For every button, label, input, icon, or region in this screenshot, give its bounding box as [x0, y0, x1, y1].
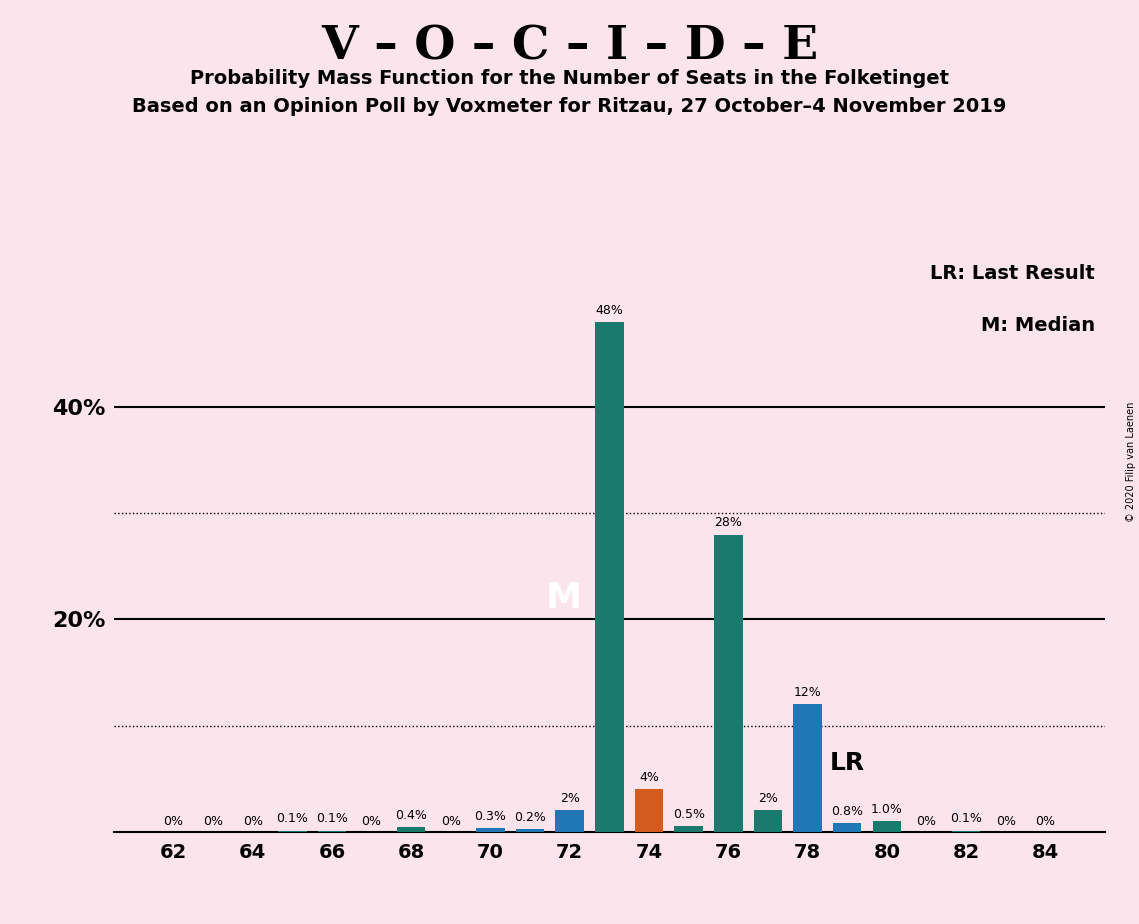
Bar: [516, 830, 544, 832]
Bar: [278, 831, 306, 832]
Text: 0.2%: 0.2%: [514, 811, 546, 824]
Bar: [318, 831, 346, 832]
Bar: [793, 704, 822, 832]
Text: 0%: 0%: [243, 815, 263, 829]
Text: 0%: 0%: [441, 815, 461, 829]
Bar: [833, 823, 861, 832]
Text: 2%: 2%: [757, 792, 778, 805]
Text: 0.5%: 0.5%: [673, 808, 705, 821]
Bar: [476, 829, 505, 832]
Text: 0.4%: 0.4%: [395, 809, 427, 822]
Text: 12%: 12%: [794, 686, 821, 699]
Bar: [674, 826, 703, 832]
Text: Probability Mass Function for the Number of Seats in the Folketinget: Probability Mass Function for the Number…: [190, 69, 949, 89]
Text: 48%: 48%: [596, 304, 623, 317]
Text: 0.1%: 0.1%: [316, 812, 347, 825]
Bar: [952, 831, 981, 832]
Text: V – O – C – I – D – E: V – O – C – I – D – E: [321, 23, 818, 69]
Text: 0.1%: 0.1%: [950, 812, 982, 825]
Text: 4%: 4%: [639, 771, 659, 784]
Text: 1.0%: 1.0%: [871, 803, 903, 816]
Text: LR: LR: [829, 750, 865, 774]
Text: 0.1%: 0.1%: [277, 812, 309, 825]
Text: © 2020 Filip van Laenen: © 2020 Filip van Laenen: [1126, 402, 1136, 522]
Text: 0%: 0%: [995, 815, 1016, 829]
Text: 0.3%: 0.3%: [475, 810, 507, 823]
Text: LR: Last Result: LR: Last Result: [931, 264, 1095, 284]
Text: M: Median: M: Median: [981, 316, 1095, 335]
Bar: [396, 827, 426, 832]
Text: 2%: 2%: [559, 792, 580, 805]
Bar: [634, 789, 663, 832]
Text: Based on an Opinion Poll by Voxmeter for Ritzau, 27 October–4 November 2019: Based on an Opinion Poll by Voxmeter for…: [132, 97, 1007, 116]
Text: 0%: 0%: [361, 815, 382, 829]
Text: 28%: 28%: [714, 517, 743, 529]
Bar: [556, 810, 584, 832]
Text: 0%: 0%: [1035, 815, 1056, 829]
Text: 0.8%: 0.8%: [831, 805, 863, 818]
Text: 0%: 0%: [163, 815, 183, 829]
Text: M: M: [546, 581, 582, 615]
Bar: [595, 322, 624, 832]
Bar: [872, 821, 901, 832]
Bar: [754, 810, 782, 832]
Text: 0%: 0%: [917, 815, 936, 829]
Bar: [714, 535, 743, 832]
Text: 0%: 0%: [203, 815, 223, 829]
